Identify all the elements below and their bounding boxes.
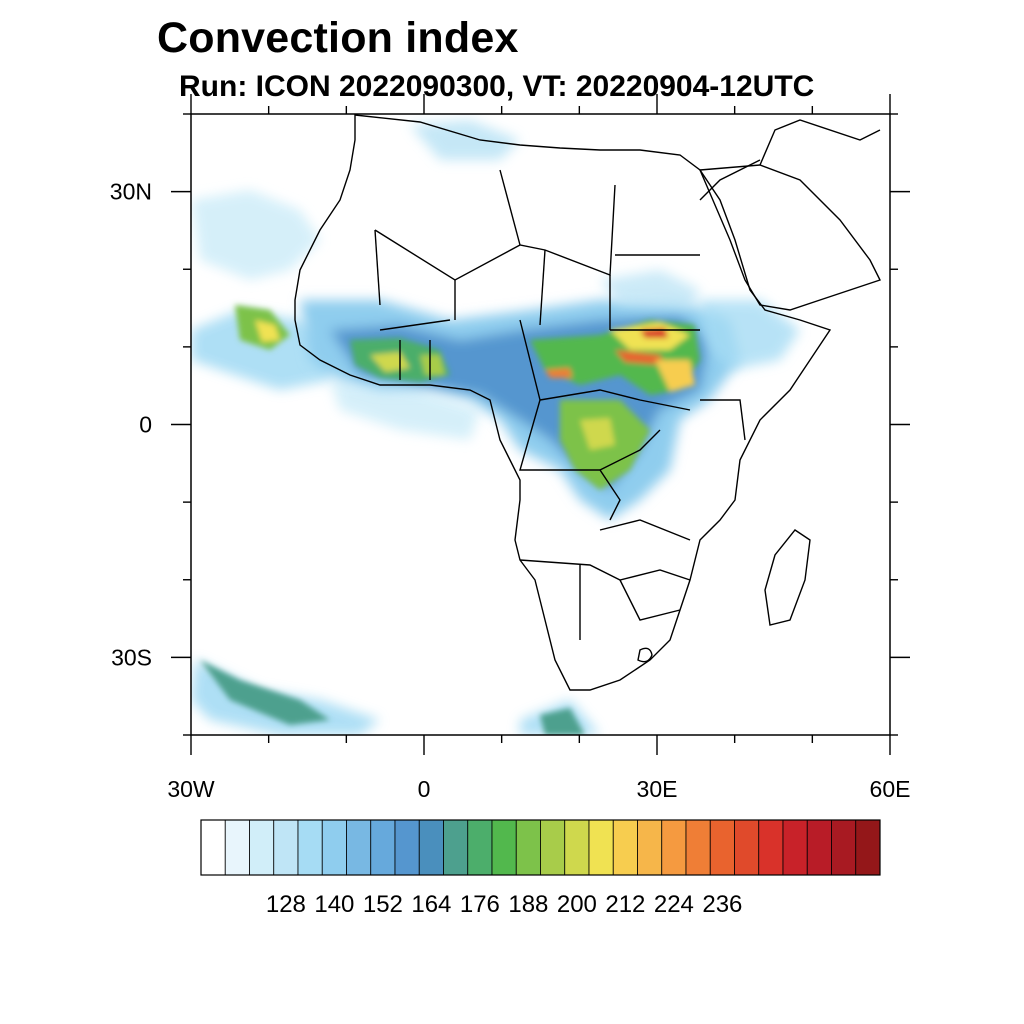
colorbar-label: 164 [411,891,451,918]
colorbar-label: 152 [363,891,403,918]
lat-tick-label: 30S [111,644,152,670]
colorbar-swatch [612,819,638,876]
colorbar-swatch [734,819,760,876]
lon-tick-label: 0 [418,776,431,802]
colorbar-swatch [515,819,541,876]
colorbar-label: 212 [605,891,645,918]
colorbar-swatch [540,819,566,876]
colorbar-swatch [855,819,881,876]
colorbar-swatch [806,819,832,876]
colorbar-label: 236 [702,891,742,918]
colorbar-swatch [709,819,735,876]
colorbar-swatch [637,819,663,876]
colorbar-swatch [321,819,347,876]
coastlines [294,114,881,691]
colorbar-label: 224 [654,891,694,918]
map-subtitle: Run: ICON 2022090300, VT: 20220904-12UTC [179,70,815,103]
colorbar-label: 128 [266,891,306,918]
axis-ticks: 30N 0 30S 30W 0 30E 60E [110,94,911,802]
colorbar-swatch [588,819,614,876]
colorbar-label: 140 [314,891,354,918]
colorbar-swatch [758,819,784,876]
colorbar-swatch [782,819,808,876]
colorbar-label: 188 [508,891,548,918]
colorbar-swatch [370,819,396,876]
colorbar-swatch [564,819,590,876]
colorbar: 128 140 152 164 176 188 200 212 224 236 [200,819,881,918]
colorbar-frame [200,819,881,876]
colorbar-label: 176 [460,891,500,918]
colorbar-label: 200 [557,891,597,918]
convection-field [191,120,800,735]
colorbar-swatch [297,819,323,876]
colorbar-swatch [467,819,493,876]
map-title: Convection index [157,14,519,62]
colorbar-swatch [200,819,226,876]
colorbar-swatch [831,819,857,876]
colorbar-swatch [394,819,420,876]
colorbar-swatch [346,819,372,876]
lon-tick-label: 30W [167,776,215,802]
colorbar-swatch [249,819,275,876]
lon-tick-label: 60E [870,776,911,802]
colorbar-swatch [661,819,687,876]
colorbar-swatch [491,819,517,876]
colorbar-swatch [273,819,299,876]
lon-tick-label: 30E [637,776,678,802]
colorbar-swatch [418,819,444,876]
lat-tick-label: 0 [139,412,152,438]
colorbar-swatch [685,819,711,876]
colorbar-swatch [443,819,469,876]
lat-tick-label: 30N [110,179,152,205]
colorbar-swatch [224,819,250,876]
